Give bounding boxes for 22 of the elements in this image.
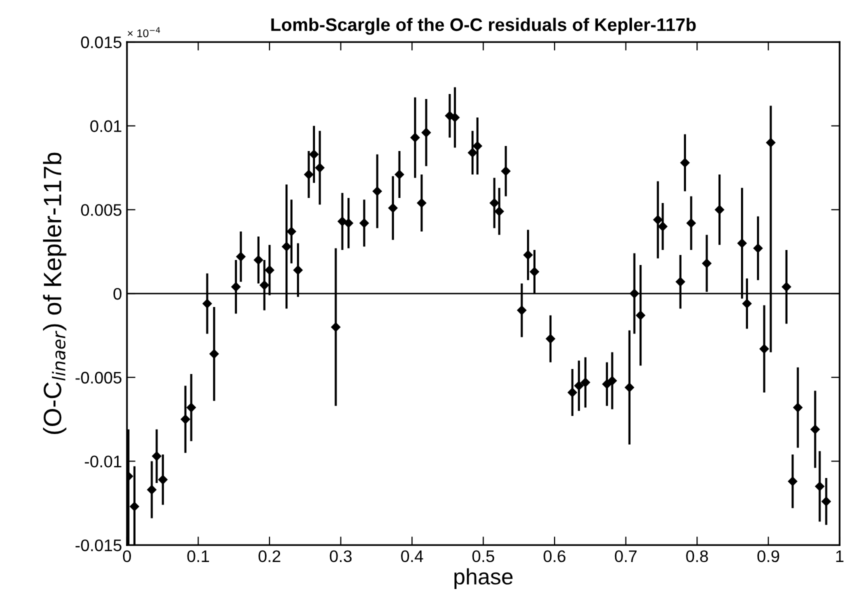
- y-tick-label: 0.005: [81, 204, 122, 216]
- x-tick-label: 0.6: [544, 550, 566, 562]
- x-tick-label: 0.7: [614, 550, 637, 562]
- y-tick-label: -0.015: [76, 539, 122, 552]
- y-tick-label: -0.01: [84, 456, 122, 468]
- x-tick-label: 0.4: [401, 550, 424, 562]
- y-tick-label: 0.01: [90, 120, 122, 132]
- x-tick-label: 0: [122, 550, 131, 562]
- x-tick-label: 0.1: [187, 550, 210, 562]
- x-tick-label: 0.8: [686, 550, 708, 562]
- x-tick-label: 0.3: [330, 550, 352, 562]
- y-tick-label: -0.005: [76, 372, 122, 384]
- x-tick-label: 0.9: [757, 550, 780, 562]
- y-tick-label: 0: [113, 288, 122, 300]
- x-tick-label: 0.5: [472, 550, 494, 562]
- y-axis-title: (O-C$_{linaer}$) of Kepler-117b: [43, 152, 66, 434]
- y-tick-label: 0.015: [81, 36, 122, 48]
- x-tick-label: 0.2: [258, 550, 280, 562]
- chart-title: Lomb-Scargle of the O-C residuals of Kepler-117b: [271, 18, 696, 35]
- text: × 10$^{−4}$: [128, 27, 160, 38]
- x-tick-label: 1: [836, 550, 844, 562]
- x-axis-title: phase: [454, 568, 513, 589]
